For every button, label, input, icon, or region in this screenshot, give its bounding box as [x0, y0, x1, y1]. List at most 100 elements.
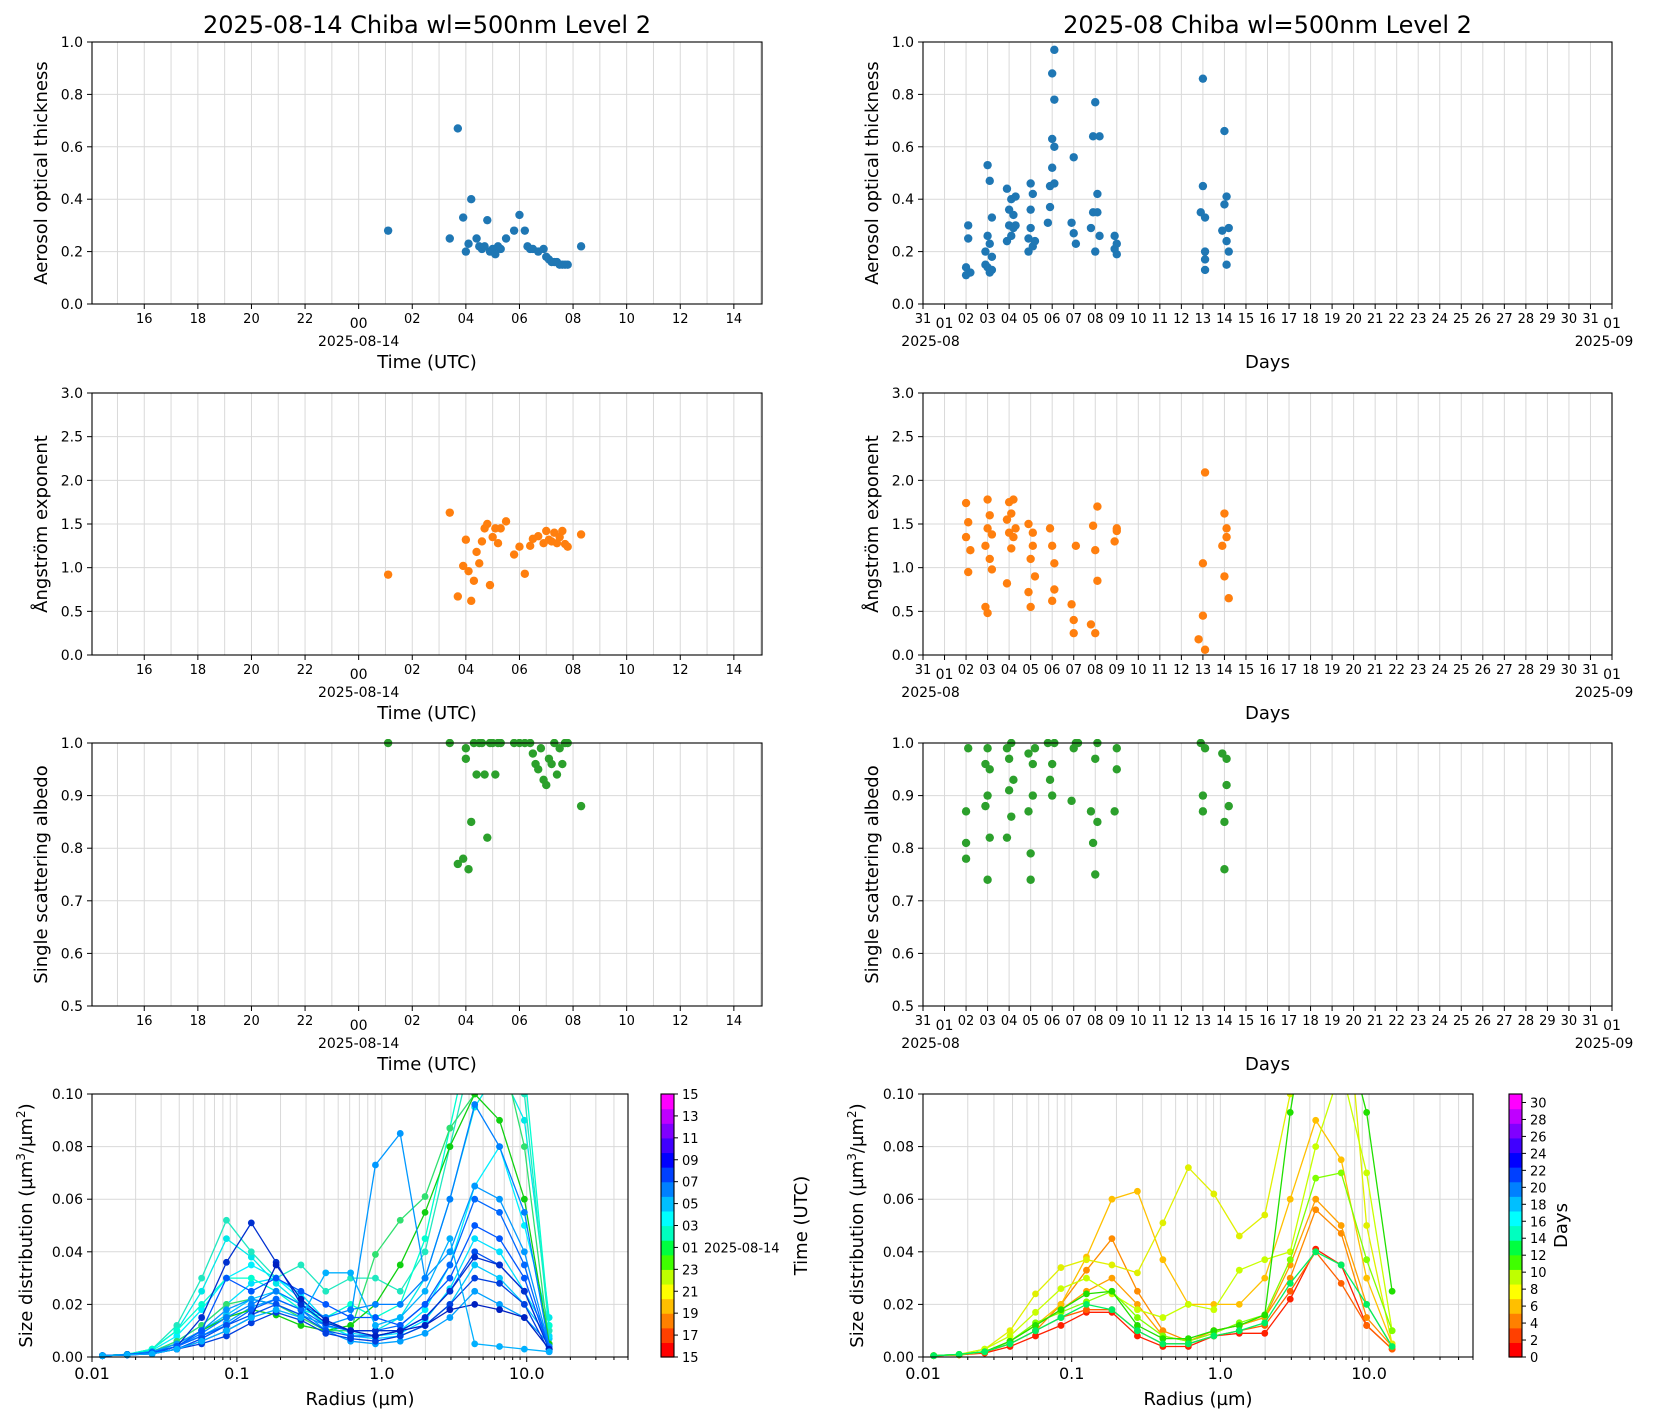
d_size-series-point — [247, 1319, 255, 1327]
m_size-series-point — [1312, 959, 1319, 966]
m_ang-point — [985, 511, 994, 520]
m_ang-point — [1007, 544, 1016, 553]
m_size-series-point — [1312, 1143, 1320, 1150]
d_ang-point — [493, 539, 503, 548]
m_ang-xtick-label: 24 — [1431, 663, 1448, 678]
m_ssa-point — [1028, 791, 1038, 800]
m_ang-point — [1047, 541, 1057, 551]
d_ssa-point — [552, 770, 562, 779]
m_aot-point — [1222, 192, 1231, 201]
d_size-series-point — [372, 1314, 379, 1321]
m_size-series-point — [1286, 1109, 1294, 1116]
d_ssa-point — [458, 854, 468, 863]
m_ssa-point — [1067, 796, 1076, 806]
m_size-xtick-label: 1.0 — [1208, 1364, 1233, 1383]
m_ssa-point — [1220, 817, 1229, 827]
d_size-series-point — [223, 1322, 230, 1329]
m_size-series-point — [1337, 1156, 1345, 1164]
d_size-series-point — [272, 1301, 280, 1308]
d_size-series-point — [520, 1274, 528, 1282]
m_size-colorbar-tick-label: 26 — [1530, 1130, 1547, 1145]
m_aot-point — [1011, 192, 1020, 201]
d_size-series-point — [223, 1216, 230, 1224]
m_ang-point — [1088, 521, 1098, 530]
d_ssa-xtick-label: 18 — [190, 1014, 207, 1029]
m_ssa-xtick-label: 01 — [936, 1018, 954, 1034]
d_size-series-point — [347, 1314, 355, 1321]
d_size-series-point — [396, 1301, 404, 1308]
d_size-series-point — [223, 1235, 230, 1243]
d_aot-xtick-label: 20 — [243, 312, 260, 327]
d_size-series-point — [471, 1101, 479, 1108]
d_ssa-point — [536, 744, 546, 753]
d_size-xtick-label: 0.01 — [74, 1364, 110, 1383]
m_aot-point — [1050, 45, 1059, 55]
d_ang-point — [520, 569, 530, 578]
m_ang-xtick-label: 06 — [1044, 663, 1061, 678]
m_ssa-point — [1110, 807, 1119, 816]
m_aot-point — [1007, 231, 1016, 241]
m_ang-xtick-label: 07 — [1065, 663, 1082, 678]
m_size-series-point — [981, 1348, 989, 1356]
d_size-series-group — [99, 1094, 553, 1360]
m_ssa-point — [1093, 817, 1102, 827]
d_ssa-xtick-label: 20 — [243, 1014, 260, 1029]
m_size-series-line — [933, 1094, 1393, 1357]
m_size-series-point — [1006, 1327, 1014, 1335]
m_ang-point — [983, 495, 992, 504]
m_ang-ytick-label: 2.0 — [892, 473, 914, 489]
m_ssa-xtick-label: 29 — [1539, 1014, 1556, 1029]
d_size-series-point — [272, 1261, 280, 1269]
m_size-series-point — [930, 1352, 938, 1360]
d_size-series-point — [471, 1253, 479, 1261]
d_size-series-line — [102, 1094, 550, 1357]
d_size-series-line — [102, 1094, 550, 1357]
m_aot-xtick-label: 01 — [936, 316, 954, 332]
d_size-series-point — [396, 1216, 404, 1224]
d_size-colorbar-segment — [661, 1094, 674, 1110]
m_ssa-point — [1002, 833, 1012, 842]
d_size-colorbar-tick-label: 17 — [682, 1329, 699, 1344]
m_aot-xtick-label: 03 — [979, 312, 996, 327]
d_size-xlabel: Radius (µm) — [305, 1389, 414, 1410]
d_aot-xtick-label: 10 — [618, 312, 635, 327]
d_size-colorbar-tick-label: 09 — [682, 1154, 699, 1169]
d_aot-point — [383, 226, 393, 235]
m_ssa-xtick-label: 25 — [1453, 1014, 1470, 1029]
d_ssa-date-label: 2025-08-14 — [318, 1036, 399, 1052]
d_size-ylabel-part: 3 — [14, 1153, 28, 1161]
d_size-series-point — [198, 1314, 206, 1321]
d_ang-xtick-label: 06 — [511, 663, 528, 678]
m_size-ylabel-part: ) — [847, 1103, 868, 1110]
m_aot-point — [1091, 247, 1100, 256]
m_aot-xtick-label: 04 — [1001, 312, 1018, 327]
m_ssa-xtick-label: 04 — [1001, 1014, 1018, 1029]
m_aot-point — [1067, 218, 1076, 227]
d_size-series-point — [347, 1322, 355, 1329]
m_size-series-point — [1159, 1219, 1167, 1227]
d_size-xtick-label: 1.0 — [369, 1364, 394, 1383]
m_aot-point — [1088, 132, 1098, 141]
d_size-series-point — [322, 1316, 330, 1324]
m_aot-point — [1222, 236, 1231, 246]
m_ssa-point — [985, 765, 994, 774]
m_ssa-ylabel: Single scattering albedo — [862, 765, 883, 983]
m_ang-frame — [922, 392, 1613, 656]
m_size-series-point — [1210, 1332, 1218, 1340]
m_size-series-point — [1032, 1332, 1039, 1340]
m_size-colorbar-tick-label: 0 — [1530, 1351, 1538, 1366]
d_size-series-point — [421, 1248, 429, 1256]
m_ang-point — [1200, 645, 1210, 654]
m_ang-point — [1050, 585, 1059, 594]
d_aot-ytick-label: 0.6 — [61, 140, 83, 156]
d_size-colorbar-segment — [661, 1342, 674, 1358]
m_size-series-point — [1057, 1306, 1065, 1314]
d_ssa-xtick-label: 06 — [511, 1014, 528, 1029]
m_size-series-point — [1235, 1266, 1243, 1274]
d_ssa-xtick-label: 22 — [297, 1014, 314, 1029]
m_size-ytick-label: 0.00 — [883, 1350, 914, 1366]
m_ang-xtick-label: 26 — [1475, 663, 1492, 678]
m_ssa-point — [1091, 754, 1100, 763]
m_ssa-point — [1009, 775, 1018, 785]
d_ssa-xtick-label: 10 — [618, 1014, 635, 1029]
